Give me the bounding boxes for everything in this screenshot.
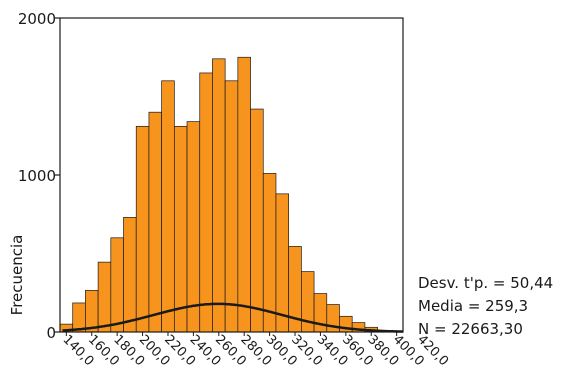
std-dev-label: Desv. t'p. = 50,44 (418, 272, 553, 295)
histogram-bar (212, 59, 225, 332)
statistics-panel: Desv. t'p. = 50,44 Media = 259,3 N = 226… (418, 272, 553, 341)
histogram-bar (187, 122, 200, 332)
histogram-bar (238, 57, 251, 332)
histogram-bar (251, 109, 264, 332)
histogram-bar (263, 173, 276, 332)
histogram-bar (276, 194, 289, 332)
y-tick-label: 2000 (18, 10, 56, 28)
histogram-bar (162, 81, 175, 332)
histogram-bar (174, 126, 187, 332)
histogram-bar (85, 290, 98, 332)
histogram-bars (60, 57, 403, 332)
y-tick-label: 1000 (18, 167, 56, 185)
histogram-bar (200, 73, 213, 332)
histogram-bar (136, 126, 149, 332)
n-label: N = 22663,30 (418, 318, 553, 341)
histogram-bar (149, 112, 162, 332)
mean-label: Media = 259,3 (418, 295, 553, 318)
histogram-bar (111, 238, 124, 332)
histogram-bar (124, 217, 137, 332)
x-axis: 140,0160,0180,0200,0220,0240,0260,0280,0… (60, 332, 452, 369)
y-axis-label: Frecuencia (8, 235, 26, 316)
histogram-bar (225, 81, 238, 332)
histogram-bar (98, 262, 111, 332)
y-tick-label: 0 (46, 324, 56, 342)
